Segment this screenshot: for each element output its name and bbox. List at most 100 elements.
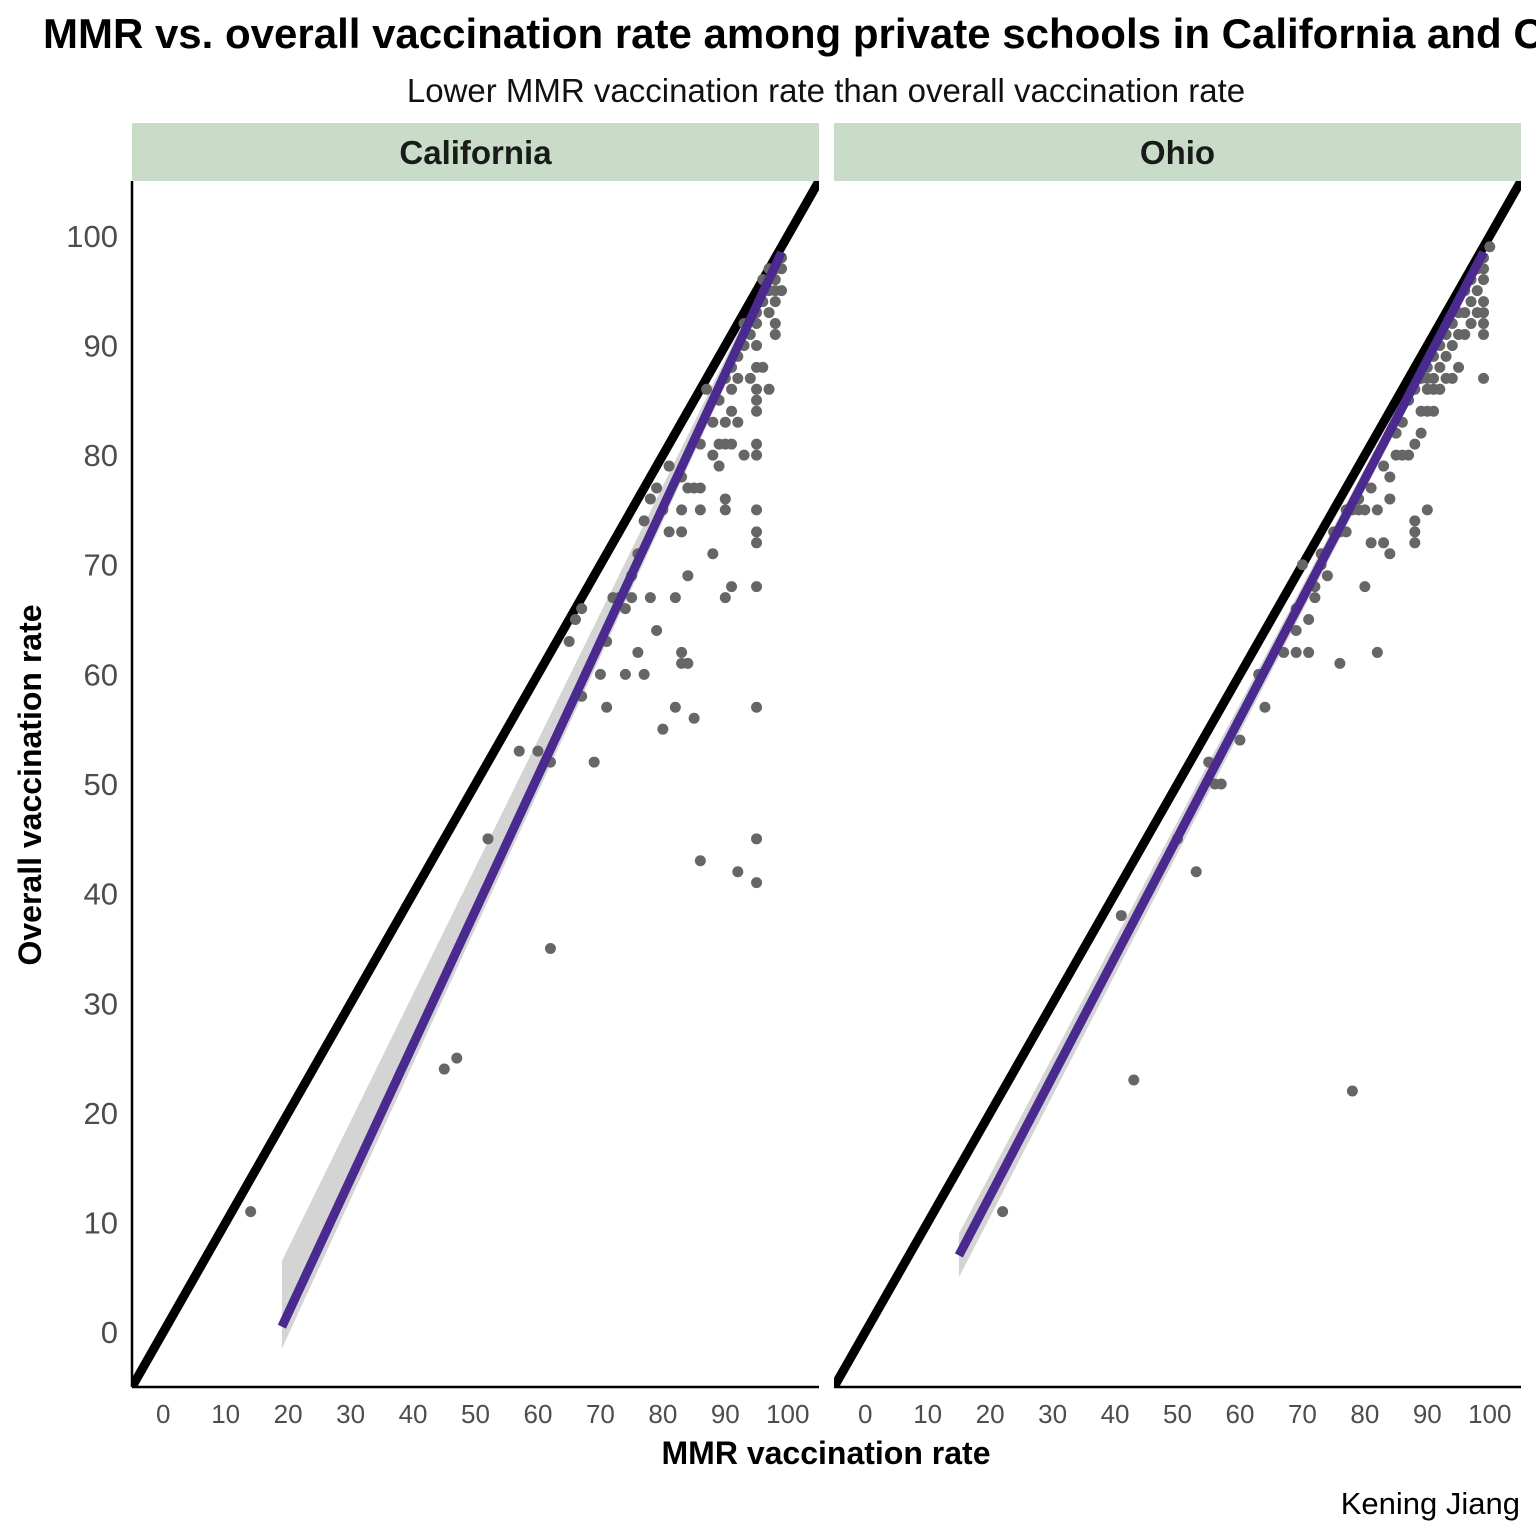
data-point-ohio-54 bbox=[1415, 427, 1427, 439]
data-point-ohio-85 bbox=[1471, 285, 1483, 297]
data-point-ohio-62 bbox=[1428, 405, 1440, 417]
x-tick-label-ohio-70: 70 bbox=[1288, 1399, 1317, 1429]
data-point-ohio-42 bbox=[1384, 471, 1396, 483]
data-point-ohio-10 bbox=[1259, 701, 1271, 713]
x-tick-label-california-60: 60 bbox=[523, 1399, 552, 1429]
x-tick-label-california-20: 20 bbox=[274, 1399, 303, 1429]
data-point-california-20 bbox=[626, 592, 638, 604]
data-point-ohio-78 bbox=[1459, 328, 1471, 340]
data-point-ohio-95 bbox=[1484, 241, 1496, 253]
data-point-california-14 bbox=[601, 701, 613, 713]
chart-caption: Kening Jiang bbox=[1341, 1486, 1520, 1521]
data-point-ohio-35 bbox=[1365, 482, 1377, 494]
data-point-ohio-91 bbox=[1478, 296, 1490, 308]
data-point-ohio-24 bbox=[1334, 657, 1346, 669]
x-tick-label-california-0: 0 bbox=[156, 1399, 170, 1429]
data-point-ohio-73 bbox=[1446, 339, 1458, 351]
data-point-california-3 bbox=[482, 833, 494, 845]
x-tick-label-ohio-60: 60 bbox=[1225, 1399, 1254, 1429]
data-point-california-79 bbox=[751, 701, 763, 713]
data-point-ohio-34 bbox=[1365, 537, 1377, 549]
data-point-ohio-79 bbox=[1459, 307, 1471, 319]
data-point-ohio-36 bbox=[1371, 646, 1383, 658]
data-point-california-60 bbox=[719, 592, 731, 604]
data-point-ohio-89 bbox=[1478, 318, 1490, 330]
data-point-ohio-70 bbox=[1440, 350, 1452, 362]
data-point-ohio-38 bbox=[1378, 460, 1390, 472]
data-point-ohio-28 bbox=[1346, 1085, 1358, 1097]
y-tick-label-0: 0 bbox=[101, 1315, 118, 1350]
data-point-california-82 bbox=[751, 526, 763, 538]
data-point-california-0 bbox=[245, 1206, 257, 1218]
data-point-california-105 bbox=[776, 285, 788, 297]
data-point-ohio-17 bbox=[1303, 614, 1315, 626]
data-point-ohio-92 bbox=[1478, 274, 1490, 286]
data-point-ohio-88 bbox=[1478, 328, 1490, 340]
data-point-california-66 bbox=[726, 383, 738, 395]
data-point-california-68 bbox=[732, 866, 744, 878]
data-point-california-64 bbox=[726, 438, 738, 450]
data-point-california-90 bbox=[751, 339, 763, 351]
data-point-ohio-7 bbox=[1215, 778, 1227, 790]
chart-subtitle: Lower MMR vaccination rate than overall … bbox=[407, 72, 1245, 109]
data-point-ohio-18 bbox=[1309, 592, 1321, 604]
y-tick-label-20: 20 bbox=[84, 1096, 118, 1131]
data-point-california-48 bbox=[694, 504, 706, 516]
data-point-california-63 bbox=[726, 581, 738, 593]
chart-title: MMR vs. overall vaccination rate among p… bbox=[43, 10, 1536, 57]
data-point-california-27 bbox=[644, 493, 656, 505]
reference-line-california bbox=[132, 181, 819, 1387]
data-point-california-87 bbox=[751, 394, 763, 406]
x-tick-label-ohio-0: 0 bbox=[858, 1399, 872, 1429]
data-point-california-59 bbox=[719, 504, 731, 516]
data-point-ohio-12 bbox=[1290, 646, 1302, 658]
y-tick-label-50: 50 bbox=[84, 767, 118, 802]
data-point-ohio-39 bbox=[1378, 537, 1390, 549]
data-point-california-95 bbox=[763, 383, 775, 395]
plot-area-ohio bbox=[834, 181, 1521, 1387]
data-point-ohio-13 bbox=[1290, 625, 1302, 637]
data-point-california-24 bbox=[638, 668, 650, 680]
x-axis-title: MMR vaccination rate bbox=[662, 1435, 991, 1471]
reference-line-ohio bbox=[834, 181, 1521, 1387]
data-point-california-36 bbox=[676, 646, 688, 658]
data-point-ohio-72 bbox=[1446, 372, 1458, 384]
data-point-california-28 bbox=[651, 625, 663, 637]
data-point-california-72 bbox=[738, 449, 750, 461]
data-point-california-100 bbox=[769, 296, 781, 308]
data-point-ohio-37 bbox=[1371, 504, 1383, 516]
data-point-ohio-15 bbox=[1296, 559, 1308, 571]
data-point-california-2 bbox=[451, 1052, 463, 1064]
data-point-california-88 bbox=[751, 383, 763, 395]
x-tick-label-ohio-50: 50 bbox=[1163, 1399, 1192, 1429]
data-point-california-25 bbox=[638, 515, 650, 527]
data-point-ohio-52 bbox=[1409, 438, 1421, 450]
data-point-california-75 bbox=[744, 372, 756, 384]
data-point-california-86 bbox=[751, 405, 763, 417]
data-point-california-51 bbox=[707, 548, 719, 560]
data-point-ohio-4 bbox=[1190, 866, 1202, 878]
data-point-california-85 bbox=[751, 438, 763, 450]
data-point-california-29 bbox=[651, 482, 663, 494]
data-point-ohio-75 bbox=[1453, 361, 1465, 373]
facet-label-ohio: Ohio bbox=[1140, 134, 1215, 171]
x-tick-label-ohio-30: 30 bbox=[1038, 1399, 1067, 1429]
data-point-california-78 bbox=[751, 833, 763, 845]
data-point-california-32 bbox=[663, 526, 675, 538]
x-tick-label-california-70: 70 bbox=[586, 1399, 615, 1429]
data-point-california-4 bbox=[513, 745, 525, 757]
x-tick-label-california-50: 50 bbox=[461, 1399, 490, 1429]
data-point-california-34 bbox=[669, 592, 681, 604]
data-point-california-98 bbox=[769, 328, 781, 340]
data-point-california-69 bbox=[732, 416, 744, 428]
data-point-ohio-1 bbox=[1115, 910, 1127, 922]
data-point-california-19 bbox=[619, 668, 631, 680]
data-point-california-54 bbox=[713, 460, 725, 472]
data-point-california-80 bbox=[751, 581, 763, 593]
data-point-ohio-49 bbox=[1409, 537, 1421, 549]
data-point-ohio-81 bbox=[1465, 318, 1477, 330]
panel-ohio: Ohio 0 10 20 30 40 50 60 70 80 90 100 bbox=[834, 123, 1521, 1429]
data-point-ohio-2 bbox=[1128, 1074, 1140, 1086]
